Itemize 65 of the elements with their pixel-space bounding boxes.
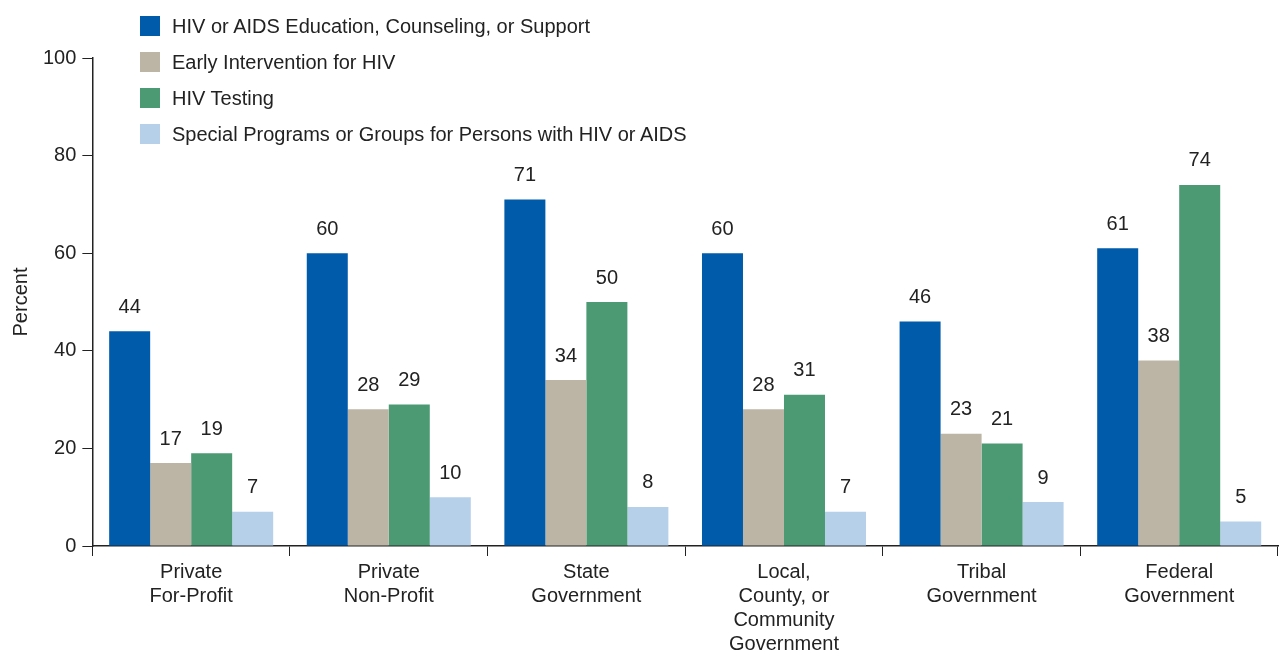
data-label: 5 xyxy=(1235,485,1247,508)
bar xyxy=(940,433,982,546)
bar xyxy=(150,463,192,546)
x-tick-label: State Government xyxy=(531,559,642,606)
data-label: 71 xyxy=(513,163,536,186)
data-label: 28 xyxy=(357,372,380,395)
bar xyxy=(981,443,1023,546)
data-label: 7 xyxy=(839,475,852,498)
bar xyxy=(109,331,151,546)
data-label: 46 xyxy=(908,285,932,308)
x-tick-label: Local, County, or Community Government xyxy=(728,559,840,654)
bar xyxy=(1138,360,1180,546)
bar xyxy=(1220,521,1262,546)
bar xyxy=(388,404,430,546)
data-label: 28 xyxy=(752,372,775,395)
bar xyxy=(701,253,743,546)
data-label: 29 xyxy=(398,368,421,390)
y-tick-label: 80 xyxy=(54,143,77,166)
data-label: 31 xyxy=(793,358,816,381)
bar xyxy=(742,409,784,546)
legend-label: HIV or AIDS Education, Counseling, or Support xyxy=(172,14,591,38)
bar xyxy=(627,506,669,546)
legend-label: Early Intervention for HIV xyxy=(172,50,396,74)
bar xyxy=(306,253,348,546)
y-tick-label: 60 xyxy=(54,240,77,263)
y-tick-label: 0 xyxy=(65,533,77,556)
data-label: 21 xyxy=(990,407,1014,430)
bar xyxy=(191,453,233,546)
bar xyxy=(899,321,941,546)
bar xyxy=(1097,248,1139,546)
bar xyxy=(824,511,866,546)
data-label: 34 xyxy=(554,343,578,366)
data-label: 44 xyxy=(118,294,141,317)
x-tick-label: Tribal Government xyxy=(926,559,1038,606)
bar xyxy=(232,511,274,546)
data-label: 60 xyxy=(316,216,339,239)
data-label: 23 xyxy=(949,397,973,420)
x-tick-label: Federal Government xyxy=(1124,559,1235,606)
data-label: 10 xyxy=(439,460,462,483)
data-label: 19 xyxy=(200,416,223,439)
bar xyxy=(1022,502,1064,546)
data-label: 38 xyxy=(1147,324,1170,347)
legend-label: HIV Testing xyxy=(172,86,274,110)
legend-label: Special Programs or Groups for Persons with HIV or AIDS xyxy=(172,122,687,146)
y-tick-label: 100 xyxy=(42,45,77,68)
x-tick-label: Private Non-Profit xyxy=(343,559,435,606)
bar xyxy=(429,497,471,546)
data-label: 74 xyxy=(1188,148,1211,171)
y-tick-label: 40 xyxy=(54,338,77,361)
bar xyxy=(504,199,546,546)
bar xyxy=(347,409,389,546)
data-label: 9 xyxy=(1037,465,1049,488)
y-tick-label: 20 xyxy=(54,435,77,458)
data-label: 8 xyxy=(642,470,654,493)
data-label: 60 xyxy=(711,216,734,239)
x-tick-label: Private For-Profit xyxy=(149,559,234,606)
data-label: 50 xyxy=(595,265,619,288)
bar xyxy=(586,302,628,546)
bar xyxy=(783,394,825,546)
bar xyxy=(545,380,587,546)
data-label: 7 xyxy=(247,475,259,498)
data-label: 17 xyxy=(159,426,182,449)
bar xyxy=(1179,184,1221,546)
y-axis-title: Percent xyxy=(8,267,31,337)
data-label: 61 xyxy=(1106,211,1129,234)
